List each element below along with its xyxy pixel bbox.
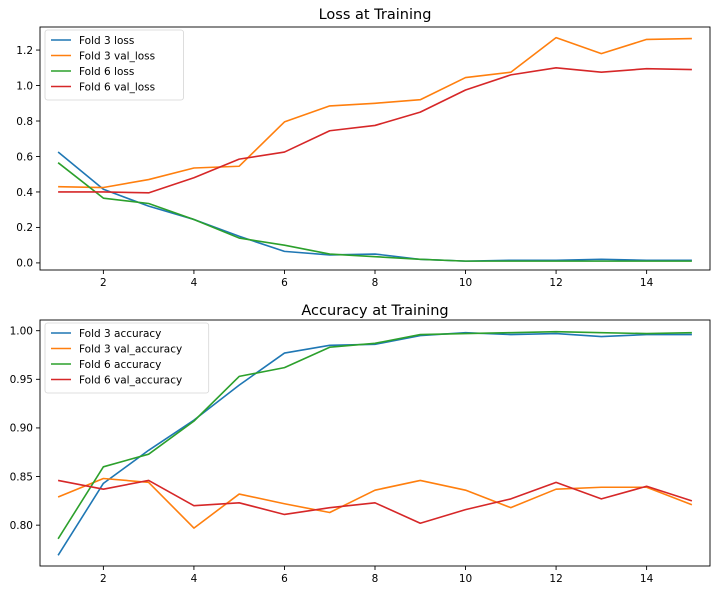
accuracy-series-line-3 <box>57 479 693 525</box>
loss-chart-title: Loss at Training <box>319 7 432 23</box>
loss-y-tick-label: 1.0 <box>16 80 33 92</box>
accuracy-x-tick-label: 8 <box>372 573 379 585</box>
loss-series-line-2 <box>57 162 692 262</box>
loss-legend-label-2: Fold 6 loss <box>79 66 134 78</box>
loss-y-tick-label: 0.0 <box>16 258 33 270</box>
loss-legend-label-1: Fold 3 val_loss <box>79 50 155 62</box>
accuracy-x-tick-label: 2 <box>100 573 107 585</box>
accuracy-legend-label-1: Fold 3 val_accuracy <box>79 343 182 355</box>
accuracy-y-tick-label: 0.95 <box>10 374 33 386</box>
loss-legend-label-3: Fold 6 val_loss <box>79 81 155 93</box>
accuracy-legend-label-2: Fold 6 accuracy <box>79 359 161 371</box>
accuracy-x-tick-label: 4 <box>191 573 198 585</box>
loss-y-tick-label: 0.8 <box>16 116 33 128</box>
accuracy-y-tick-label: 1.00 <box>10 325 33 337</box>
accuracy-x-tick-label: 6 <box>281 573 288 585</box>
loss-x-tick-label: 6 <box>281 277 288 289</box>
accuracy-series-line-1 <box>57 477 693 529</box>
loss-y-tick-label: 0.2 <box>16 222 33 234</box>
accuracy-chart-title: Accuracy at Training <box>301 303 448 319</box>
accuracy-x-tick-label: 14 <box>640 573 654 585</box>
loss-x-tick-label: 8 <box>372 277 379 289</box>
accuracy-y-tick-label: 0.80 <box>10 520 33 532</box>
accuracy-x-tick-label: 10 <box>459 573 472 585</box>
accuracy-series-line-2 <box>57 330 692 540</box>
loss-series-line-3 <box>58 67 692 194</box>
loss-y-tick-label: 1.2 <box>16 45 33 57</box>
loss-legend <box>44 29 184 101</box>
loss-x-tick-label: 10 <box>459 277 472 289</box>
loss-x-tick-label: 14 <box>640 277 654 289</box>
loss-x-tick-label: 2 <box>100 277 107 289</box>
loss-x-tick-label: 4 <box>191 277 198 289</box>
accuracy-x-tick-label: 12 <box>549 573 562 585</box>
loss-series-line-0 <box>57 151 692 262</box>
loss-y-tick-label: 0.6 <box>16 151 33 163</box>
accuracy-series-line-0 <box>57 331 692 556</box>
accuracy-y-tick-label: 0.90 <box>10 423 33 435</box>
accuracy-y-tick-label: 0.85 <box>10 471 33 483</box>
accuracy-chart: Accuracy at Training 2 4 6 8 10 12 14 0.80 0.85 0… <box>10 303 711 585</box>
loss-series-line-1 <box>58 36 692 189</box>
loss-y-tick-label: 0.4 <box>16 187 33 199</box>
accuracy-legend <box>44 322 210 394</box>
loss-chart: Loss at Training 2 4 6 8 10 12 14 0.0 0.2 0.4 0.6 0… <box>16 7 711 289</box>
accuracy-legend-label-3: Fold 6 val_accuracy <box>79 374 182 386</box>
accuracy-legend-label-0: Fold 3 accuracy <box>79 328 161 340</box>
loss-legend-label-0: Fold 3 loss <box>79 35 134 47</box>
loss-x-tick-label: 12 <box>549 277 562 289</box>
